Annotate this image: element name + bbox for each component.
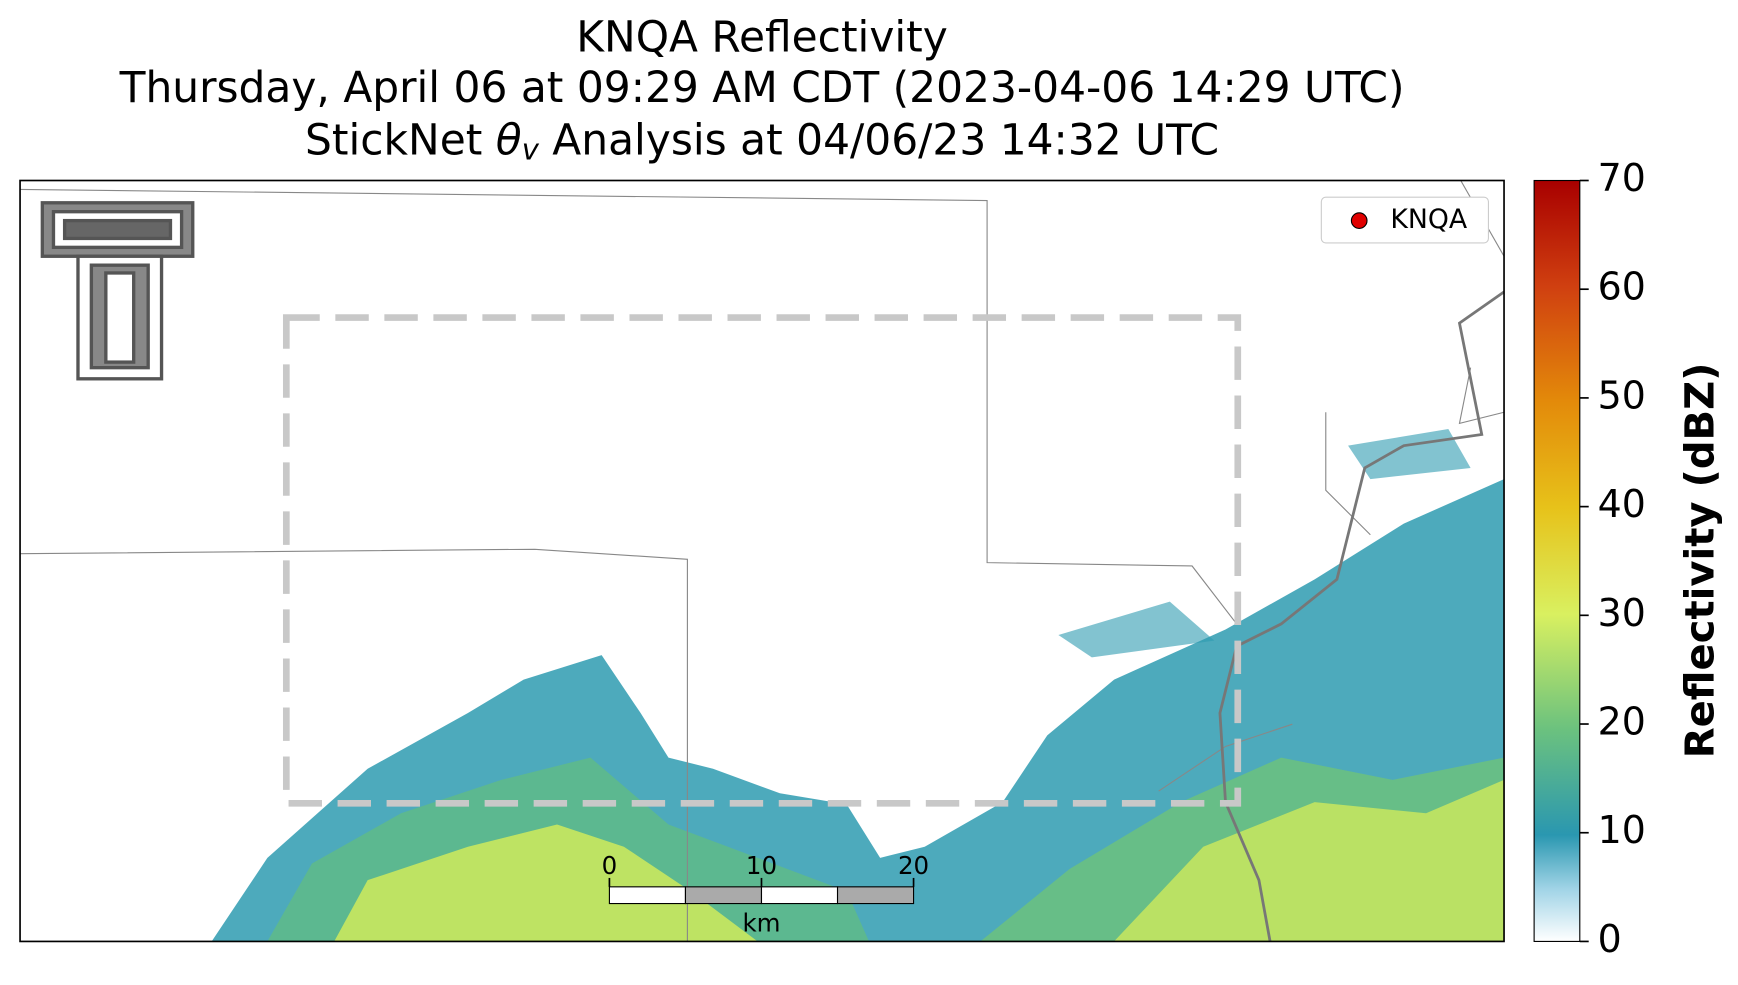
scale-bar-unit: km — [742, 909, 780, 938]
map-frame — [19, 179, 1505, 943]
colorbar-tick-label: 40 — [1598, 482, 1646, 526]
state-line — [1218, 290, 1505, 942]
scale-bar-segment — [836, 886, 915, 905]
title-line-3: StickNet θv Analysis at 04/06/23 14:32 U… — [305, 115, 1219, 166]
map: 0 10 20 km — [20, 180, 1505, 942]
colorbar-tick-label: 30 — [1598, 591, 1646, 635]
scale-bar-label: 20 — [898, 851, 929, 880]
colorbar-tick-label: 20 — [1598, 700, 1646, 744]
title-symbol: θ — [496, 115, 522, 164]
scale-bar: 0 10 20 km — [602, 851, 930, 938]
title-subscript: v — [522, 133, 540, 167]
scale-bar-segment — [684, 886, 763, 905]
legend-marker — [1350, 212, 1368, 229]
title-text: Analysis at 04/06/23 14:32 UTC — [539, 115, 1219, 164]
legend-label: KNQA — [1390, 204, 1468, 235]
boundaries — [20, 180, 1505, 942]
title-line-2: Thursday, April 06 at 09:29 AM CDT (2023… — [119, 63, 1405, 112]
scale-bar-label: 10 — [746, 851, 777, 880]
legend-box — [1320, 196, 1489, 244]
colorbar-label: Reflectivity (dBZ) — [1677, 363, 1723, 759]
colorbar-tick-label: 10 — [1598, 808, 1646, 852]
scale-bar-label: 0 — [602, 851, 618, 880]
scale-bar-segment — [608, 886, 687, 905]
colorbar-tick-label: 0 — [1598, 917, 1622, 961]
colorbar-gradient — [1533, 179, 1581, 942]
scale-bar-segment — [760, 886, 839, 905]
colorbar-tick-label: 70 — [1598, 156, 1646, 200]
legend: KNQA — [1320, 196, 1489, 244]
colorbar-tick-label: 60 — [1598, 265, 1646, 309]
title-text: StickNet — [305, 115, 496, 164]
colorbar-tick-label: 50 — [1598, 373, 1646, 417]
colorbar: Reflectivity (dBZ) 0 10 20 30 40 50 60 70 — [1533, 156, 1723, 961]
title-line-1: KNQA Reflectivity — [576, 13, 948, 62]
logo — [40, 201, 195, 381]
